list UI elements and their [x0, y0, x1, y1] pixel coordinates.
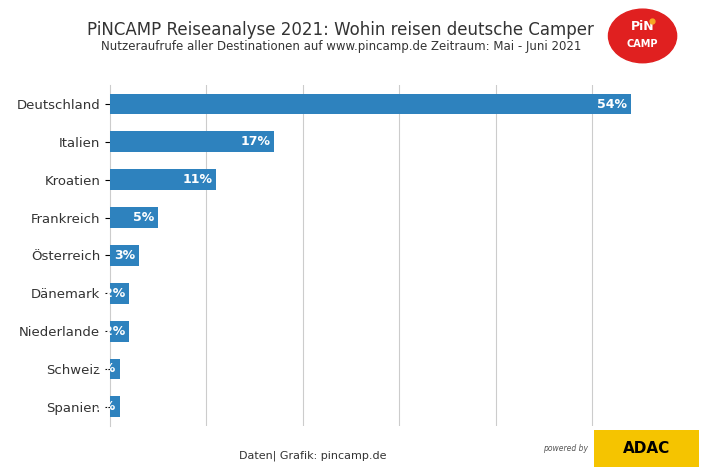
Bar [110, 359, 120, 379]
Bar [110, 245, 139, 266]
Text: CAMP: CAMP [627, 39, 658, 49]
Bar [110, 169, 216, 190]
Bar [110, 321, 129, 342]
Bar [110, 396, 120, 417]
Text: ADAC: ADAC [623, 441, 670, 455]
Text: PiN: PiN [630, 20, 655, 33]
Text: 1%: 1% [94, 400, 116, 413]
FancyBboxPatch shape [594, 429, 699, 467]
Text: PiNCAMP Reiseanalyse 2021: Wohin reisen deutsche Camper: PiNCAMP Reiseanalyse 2021: Wohin reisen … [87, 21, 594, 39]
Text: 17%: 17% [240, 135, 270, 149]
Text: powered by: powered by [542, 444, 588, 453]
Text: 1%: 1% [94, 362, 116, 376]
Text: 2%: 2% [104, 324, 126, 338]
Text: Nutzeraufrufe aller Destinationen auf www.pincamp.de Zeitraum: Mai - Juni 2021: Nutzeraufrufe aller Destinationen auf ww… [101, 40, 581, 53]
Bar [110, 131, 274, 152]
Text: 54%: 54% [597, 97, 627, 111]
Bar [110, 207, 158, 228]
Text: 11%: 11% [182, 173, 212, 186]
Text: 2%: 2% [104, 287, 126, 300]
Text: 5%: 5% [133, 211, 154, 224]
Bar [110, 94, 630, 114]
Circle shape [608, 9, 677, 63]
Bar [110, 283, 129, 304]
Text: Daten| Grafik: pincamp.de: Daten| Grafik: pincamp.de [239, 451, 386, 461]
Text: 3%: 3% [114, 249, 135, 262]
